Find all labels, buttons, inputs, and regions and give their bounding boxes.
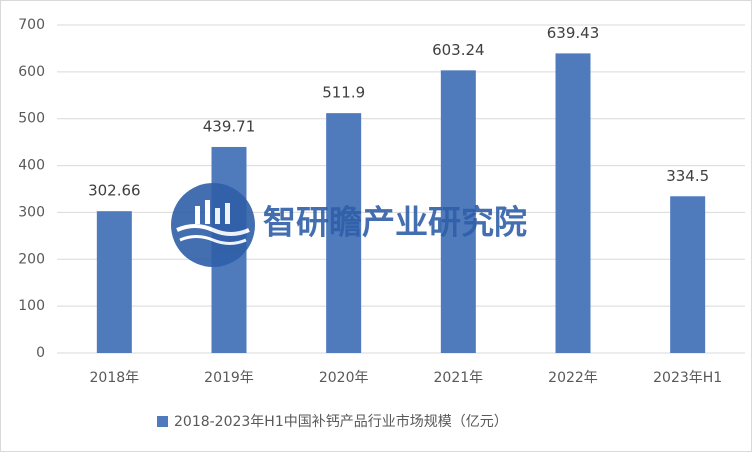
value-label: 439.71 — [203, 117, 256, 135]
y-tick-label: 300 — [18, 204, 45, 220]
y-tick-label: 100 — [18, 298, 45, 314]
value-label: 302.66 — [88, 182, 141, 200]
bar — [96, 211, 132, 353]
y-tick-label: 600 — [18, 64, 45, 80]
value-label: 639.43 — [547, 24, 600, 42]
bar — [670, 196, 706, 353]
x-tick-label: 2019年 — [204, 370, 254, 386]
legend-label: 2018-2023年H1中国补钙产品行业市场规模（亿元） — [174, 413, 508, 430]
y-tick-label: 400 — [18, 158, 45, 174]
value-label: 511.9 — [322, 84, 365, 102]
y-tick-label: 700 — [18, 17, 45, 33]
bar — [440, 70, 476, 353]
y-tick-label: 500 — [18, 111, 45, 127]
x-tick-label: 2018年 — [90, 370, 140, 386]
legend-swatch — [157, 416, 168, 427]
x-tick-label: 2021年 — [434, 370, 484, 386]
bar — [555, 53, 591, 353]
value-label: 334.5 — [666, 167, 709, 185]
x-tick-label: 2022年 — [548, 370, 598, 386]
y-tick-label: 0 — [36, 345, 45, 361]
watermark-logo — [171, 183, 255, 267]
x-tick-label: 2020年 — [319, 370, 369, 386]
x-tick-label: 2023年H1 — [653, 370, 722, 386]
bar — [326, 113, 362, 354]
watermark-text: 智研瞻产业研究院 — [263, 203, 527, 242]
y-tick-label: 200 — [18, 251, 45, 267]
value-label: 603.24 — [432, 41, 485, 59]
